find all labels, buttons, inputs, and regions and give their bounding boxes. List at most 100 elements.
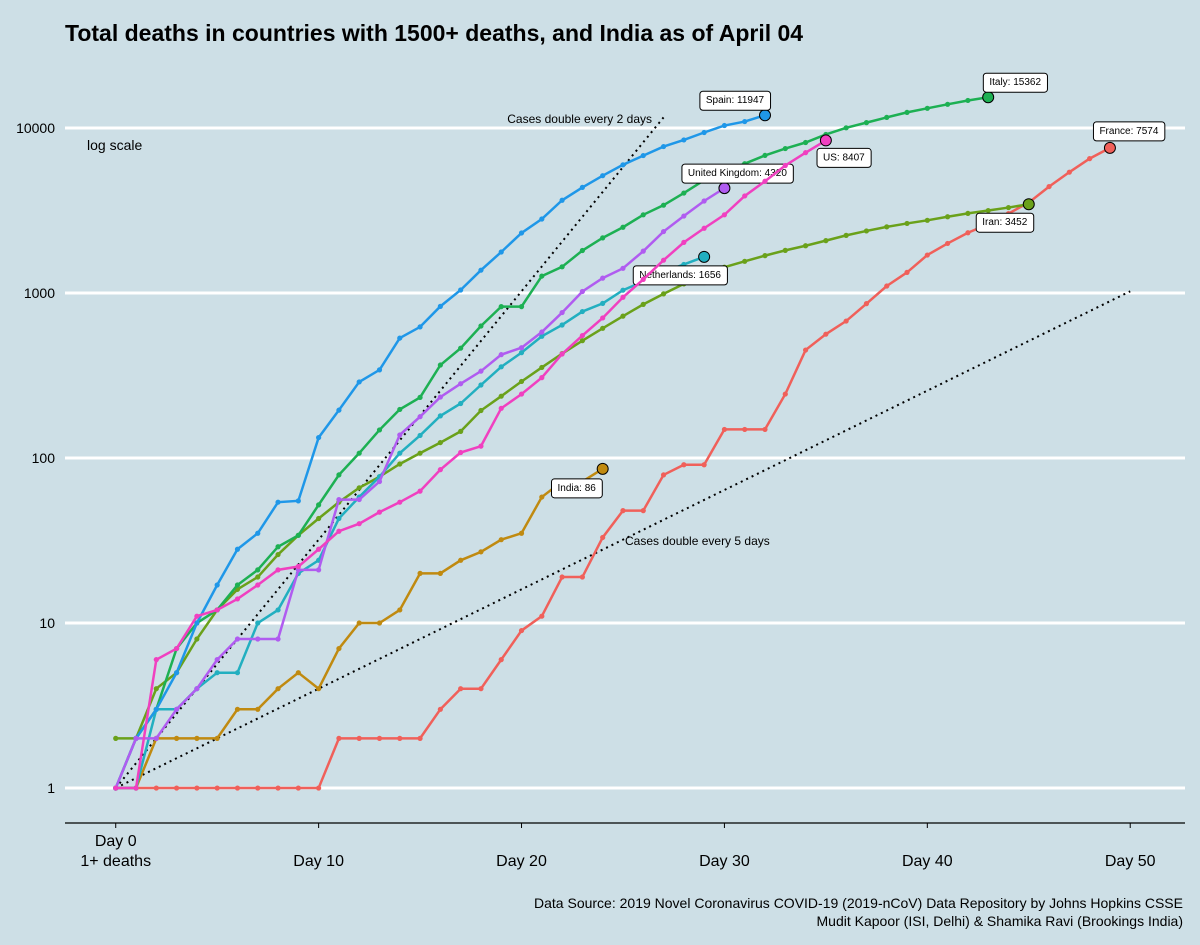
point <box>295 498 301 504</box>
point <box>742 118 748 125</box>
point <box>762 426 768 433</box>
point <box>336 645 342 652</box>
point <box>417 414 423 420</box>
point <box>255 785 261 791</box>
x-tick-label: Day 20 <box>496 853 547 870</box>
end-marker <box>1103 141 1116 154</box>
point <box>518 345 525 351</box>
series-line <box>114 114 766 789</box>
point <box>1005 204 1012 211</box>
series-line <box>115 146 1111 790</box>
end-label: Italy: 15362 <box>982 72 1048 93</box>
point <box>194 686 200 692</box>
point <box>397 499 403 505</box>
point <box>924 217 930 223</box>
series-line <box>115 255 705 790</box>
point <box>478 323 484 329</box>
point <box>802 243 809 249</box>
end-label: United Kingdom: 4320 <box>681 163 794 184</box>
point <box>681 462 687 468</box>
end-label-text: Spain: 11947 <box>706 95 765 106</box>
point <box>234 670 241 676</box>
point <box>458 287 464 293</box>
point <box>620 313 626 319</box>
point <box>579 184 585 190</box>
end-label-box <box>975 212 1035 233</box>
point <box>478 686 484 692</box>
point <box>336 735 342 741</box>
end-label-box <box>1092 121 1166 142</box>
end-marker <box>698 250 711 263</box>
point <box>255 530 261 536</box>
point <box>802 139 809 146</box>
point <box>458 686 464 692</box>
point <box>843 232 849 238</box>
point <box>153 785 159 791</box>
point <box>336 407 342 413</box>
point <box>681 137 687 143</box>
point <box>600 315 606 321</box>
point <box>417 570 423 576</box>
point <box>214 657 220 663</box>
point <box>214 582 220 588</box>
point <box>579 308 585 315</box>
point <box>417 735 423 741</box>
point <box>376 367 383 373</box>
point <box>194 613 200 619</box>
point <box>194 785 200 791</box>
end-marker <box>819 134 832 147</box>
point <box>802 150 809 156</box>
point <box>316 567 322 573</box>
point <box>600 325 606 331</box>
point <box>600 275 606 281</box>
point <box>437 570 443 576</box>
point <box>539 273 545 279</box>
point <box>823 238 829 244</box>
point <box>275 686 281 692</box>
point <box>356 735 362 741</box>
point <box>437 439 443 446</box>
end-label-text: India: 86 <box>557 483 596 494</box>
y-tick-label: 1 <box>47 780 55 796</box>
point <box>336 472 342 478</box>
point <box>153 735 159 741</box>
point <box>316 502 322 508</box>
point <box>234 582 241 588</box>
point <box>275 499 281 505</box>
point <box>762 178 768 184</box>
x-tick-label: Day 30 <box>699 853 750 870</box>
point <box>721 122 728 129</box>
point <box>742 426 748 433</box>
point <box>356 379 362 385</box>
point <box>518 530 525 536</box>
point <box>742 258 748 264</box>
point <box>701 462 707 468</box>
reference-label: Cases double every 5 days <box>625 534 770 548</box>
point <box>884 283 890 289</box>
point <box>600 235 606 241</box>
point <box>762 253 768 259</box>
series-line <box>115 202 1029 740</box>
point <box>518 230 525 236</box>
point <box>234 546 241 552</box>
point <box>478 549 484 555</box>
point <box>620 162 626 168</box>
end-label: US: 8407 <box>816 147 872 168</box>
point <box>660 202 667 208</box>
point <box>1066 169 1072 175</box>
point <box>924 105 930 111</box>
point <box>316 785 322 791</box>
point <box>376 427 383 433</box>
point <box>153 657 159 663</box>
point <box>316 546 322 552</box>
point <box>681 213 687 219</box>
credit-line: Mudit Kapoor (ISI, Delhi) & Shamika Ravi… <box>817 913 1183 929</box>
point <box>173 785 180 791</box>
end-marker <box>1022 198 1035 211</box>
point <box>255 574 261 580</box>
x-tick-label: Day 50 <box>1105 853 1156 870</box>
point <box>173 670 180 676</box>
point <box>437 706 443 712</box>
end-label: Iran: 3452 <box>975 212 1035 233</box>
